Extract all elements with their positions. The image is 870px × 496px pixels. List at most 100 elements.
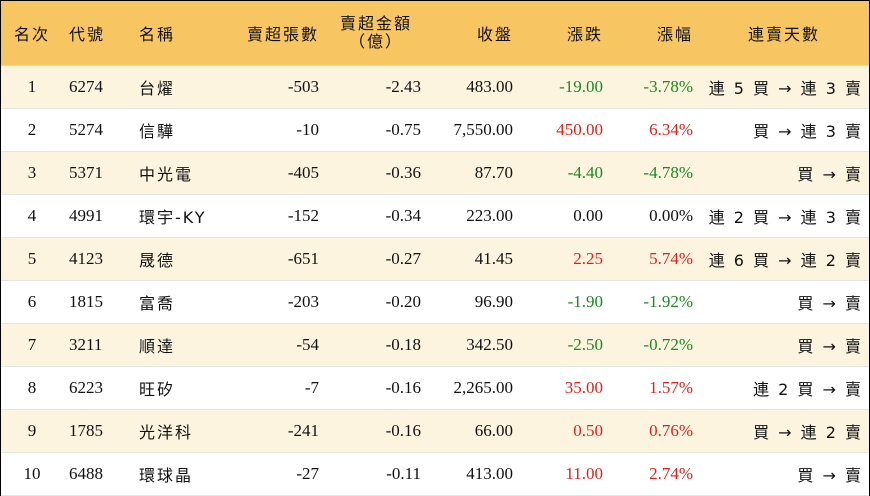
cell-change: -4.40 (567, 162, 603, 182)
header-streak: 連賣天數 (699, 1, 869, 66)
cell-sell-amount: -0.16 (385, 377, 421, 397)
cell-change: 450.00 (556, 119, 603, 139)
cell-rank: 2 (27, 119, 37, 139)
cell-sell-amount: -0.36 (385, 162, 421, 182)
table-row: 3 5371 中光電 -405 -0.36 87.70 -4.40 -4.78% 買 → 賣 (1, 151, 869, 194)
table-row: 9 1785 光洋科 -241 -0.16 66.00 0.50 0.76% 買 → 連 2 賣 (1, 409, 869, 452)
cell-sell-amount: -0.75 (385, 119, 421, 139)
cell-name: 信驊 (139, 121, 176, 141)
table-row: 5 4123 晟德 -651 -0.27 41.45 2.25 5.74% 連 6 買 → 連 … (1, 237, 869, 280)
cell-change: 0.50 (573, 420, 603, 440)
cell-rank: 6 (27, 291, 37, 311)
cell-change: -19.00 (559, 76, 603, 96)
cell-pct: 0.76% (649, 420, 693, 440)
cell-change: 11.00 (565, 463, 603, 483)
header-name: 名稱 (133, 1, 233, 66)
cell-rank: 3 (27, 162, 37, 182)
cell-code: 5371 (69, 162, 103, 182)
cell-rank: 7 (27, 334, 37, 354)
cell-streak: 買 → 賣 (797, 293, 863, 313)
cell-close: 342.50 (466, 334, 513, 354)
cell-name: 旺矽 (139, 379, 176, 399)
cell-sell-amount: -0.20 (385, 291, 421, 311)
cell-code: 4991 (69, 205, 103, 225)
cell-sell-amount: -0.27 (385, 248, 421, 268)
cell-pct: -4.78% (643, 162, 693, 182)
cell-name: 富喬 (139, 293, 176, 313)
table-row: 10 6488 環球晶 -27 -0.11 413.00 11.00 2.74% 買 → 賣 (1, 452, 869, 495)
cell-change: -2.50 (567, 334, 603, 354)
cell-sell-lots: -203 (287, 291, 319, 311)
header-rank: 名次 (1, 1, 63, 66)
cell-code: 1815 (69, 291, 103, 311)
cell-name: 中光電 (139, 164, 194, 184)
cell-pct: 0.00% (649, 205, 693, 225)
cell-rank: 1 (27, 76, 37, 96)
cell-sell-lots: -241 (287, 420, 319, 440)
cell-streak: 連 5 買 → 連 3 賣 (708, 78, 863, 98)
header-sell-lots: 賣超張數 (233, 1, 325, 66)
cell-sell-amount: -2.43 (385, 76, 421, 96)
cell-sell-lots: -27 (296, 463, 319, 483)
cell-code: 4123 (69, 248, 103, 268)
cell-sell-lots: -503 (287, 76, 319, 96)
header-sell-amount-line1: 賣超金額 (339, 13, 412, 33)
cell-code: 6488 (69, 463, 103, 483)
cell-code: 3211 (69, 334, 103, 354)
cell-rank: 5 (27, 248, 37, 268)
cell-pct: 1.57% (649, 377, 693, 397)
cell-close: 483.00 (466, 76, 513, 96)
cell-streak: 買 → 賣 (797, 164, 863, 184)
cell-close: 66.00 (474, 420, 513, 440)
cell-streak: 買 → 連 2 賣 (753, 422, 863, 442)
cell-name: 環球晶 (139, 465, 194, 485)
cell-streak: 連 2 買 → 賣 (753, 379, 863, 399)
cell-close: 41.45 (474, 248, 513, 268)
cell-sell-lots: -651 (287, 248, 319, 268)
cell-name: 環宇-KY (139, 207, 207, 227)
cell-pct: -1.92% (643, 291, 693, 311)
cell-sell-lots: -54 (296, 334, 319, 354)
cell-sell-amount: -0.34 (385, 205, 421, 225)
table-header: 名次 代號 名稱 賣超張數 賣超金額 （億） 收盤 漲跌 漲幅 連賣天數 (1, 1, 869, 66)
cell-close: 413.00 (466, 463, 513, 483)
table-row: 1 6274 台燿 -503 -2.43 483.00 -19.00 -3.78% 連 5 買 … (1, 65, 869, 108)
cell-rank: 8 (27, 377, 37, 397)
cell-change: 0.00 (573, 205, 603, 225)
cell-sell-lots: -7 (304, 377, 319, 397)
header-sell-amount: 賣超金額 （億） (325, 1, 427, 66)
header-code: 代號 (63, 1, 133, 66)
cell-sell-amount: -0.11 (386, 463, 421, 483)
cell-streak: 連 6 買 → 連 2 賣 (708, 250, 863, 270)
cell-streak: 買 → 連 3 賣 (753, 121, 863, 141)
header-close: 收盤 (427, 1, 519, 66)
cell-change: 2.25 (573, 248, 603, 268)
cell-streak: 買 → 賣 (797, 465, 863, 485)
cell-streak: 買 → 賣 (797, 336, 863, 356)
cell-pct: 2.74% (649, 463, 693, 483)
table-body: 1 6274 台燿 -503 -2.43 483.00 -19.00 -3.78% 連 5 買 … (1, 65, 869, 495)
table-row: 4 4991 環宇-KY -152 -0.34 223.00 0.00 0.00% 連 2 買 … (1, 194, 869, 237)
header-sell-amount-line2: （億） (348, 31, 403, 51)
cell-sell-amount: -0.18 (385, 334, 421, 354)
header-change: 漲跌 (519, 1, 609, 66)
cell-code: 6223 (69, 377, 103, 397)
cell-rank: 4 (27, 205, 37, 225)
cell-pct: 6.34% (649, 119, 693, 139)
cell-name: 順達 (139, 336, 176, 356)
cell-close: 87.70 (474, 162, 513, 182)
cell-close: 223.00 (466, 205, 513, 225)
header-pct: 漲幅 (609, 1, 699, 66)
table-row: 2 5274 信驊 -10 -0.75 7,550.00 450.00 6.34% 買 → 連 … (1, 108, 869, 151)
cell-pct: 5.74% (649, 248, 693, 268)
cell-sell-lots: -152 (287, 205, 319, 225)
header-row: 名次 代號 名稱 賣超張數 賣超金額 （億） 收盤 漲跌 漲幅 連賣天數 (1, 1, 869, 66)
cell-name: 台燿 (139, 78, 176, 98)
cell-close: 2,265.00 (453, 377, 514, 397)
cell-rank: 10 (23, 463, 41, 483)
cell-code: 6274 (69, 76, 103, 96)
cell-close: 7,550.00 (453, 119, 514, 139)
cell-code: 5274 (69, 119, 103, 139)
